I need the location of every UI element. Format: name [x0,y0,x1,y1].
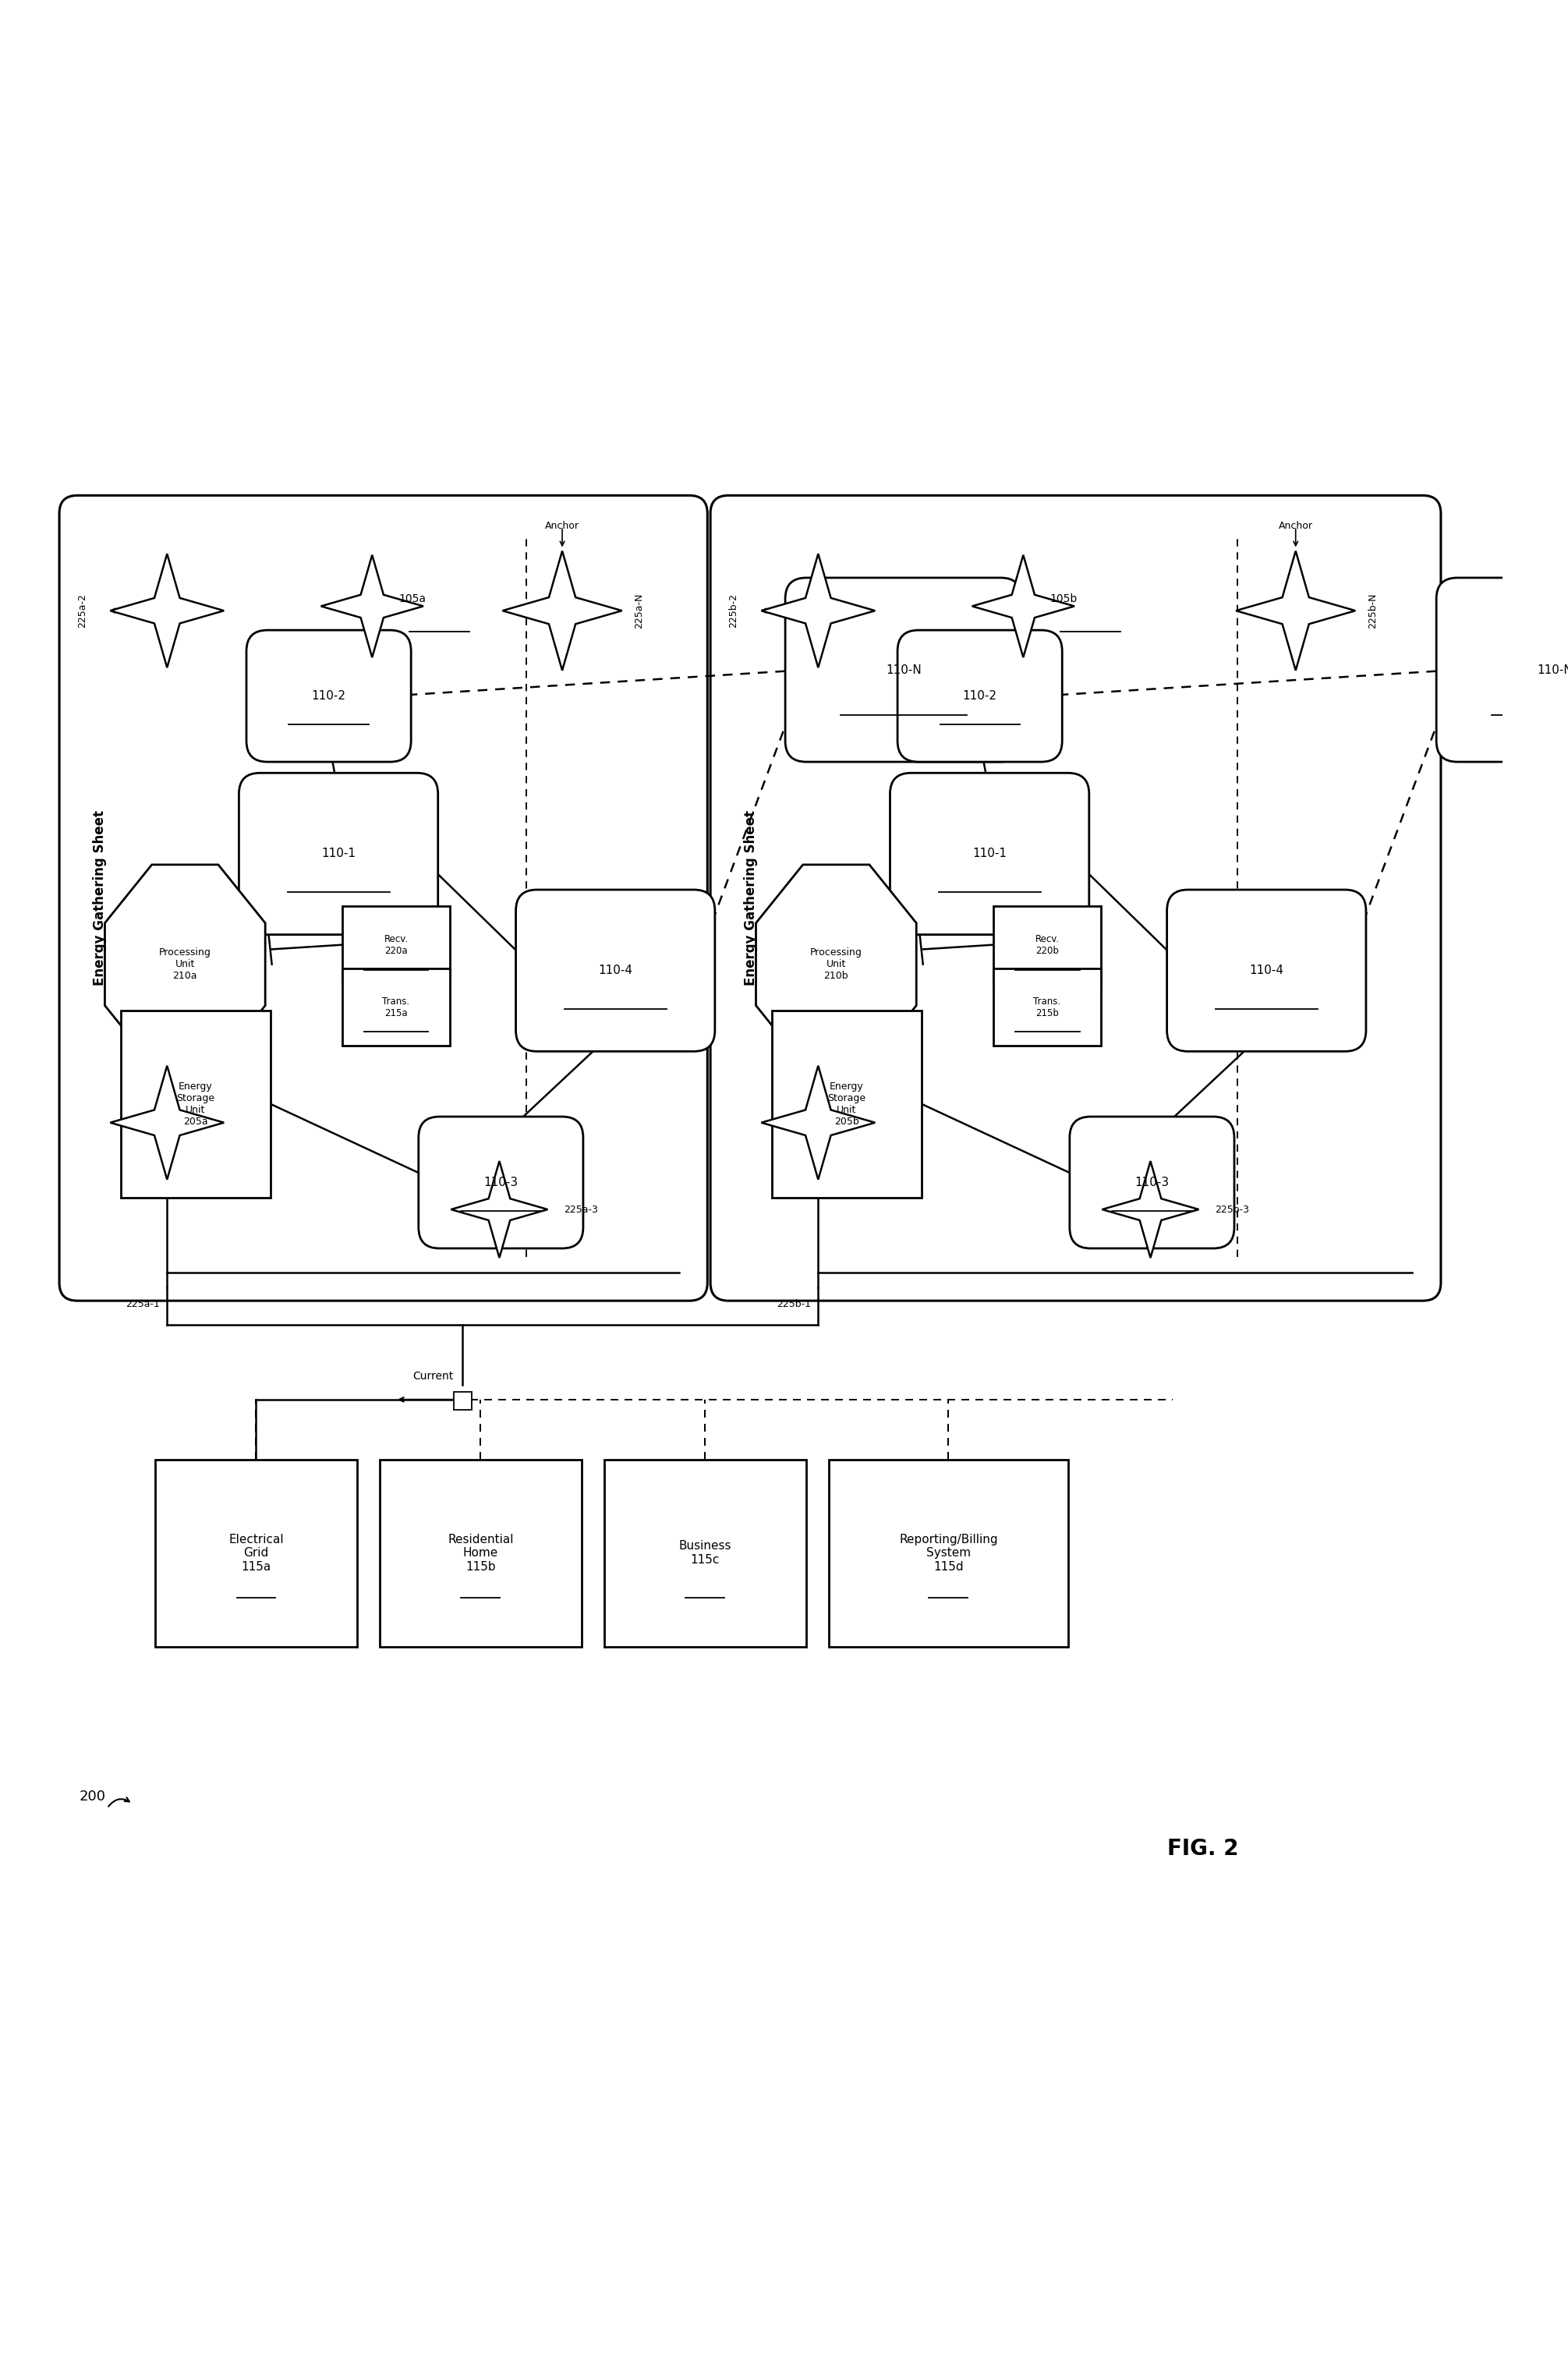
Text: Electrical
Grid
115a: Electrical Grid 115a [229,1533,284,1573]
Bar [342,906,450,984]
FancyBboxPatch shape [786,577,1022,762]
Polygon shape [110,553,224,667]
Text: Processing
Unit
210b: Processing Unit 210b [811,948,862,981]
Polygon shape [110,1067,224,1180]
Polygon shape [321,556,423,657]
Bar [342,967,450,1045]
FancyBboxPatch shape [1069,1116,1234,1249]
Text: 110-1: 110-1 [972,849,1007,858]
Text: Energy
Storage
Unit
205a: Energy Storage Unit 205a [176,1081,215,1126]
Polygon shape [452,1161,547,1258]
Bar [993,967,1101,1045]
Polygon shape [762,1067,875,1180]
Text: 105b: 105b [1051,594,1077,603]
Text: 110-4: 110-4 [1250,965,1284,977]
Text: Anchor: Anchor [546,520,580,532]
Text: Energy Gathering Sheet: Energy Gathering Sheet [93,811,107,986]
Text: 110-2: 110-2 [312,691,347,702]
Text: Reporting/Billing
System
115d: Reporting/Billing System 115d [898,1533,997,1573]
FancyBboxPatch shape [897,629,1062,762]
Text: 110-3: 110-3 [483,1178,517,1187]
Text: Recv.
220a: Recv. 220a [384,934,408,955]
Text: Trans.
215a: Trans. 215a [383,996,409,1017]
Polygon shape [502,551,622,669]
Text: 225a-N: 225a-N [633,594,644,629]
FancyBboxPatch shape [891,773,1090,934]
Bar [121,1010,270,1197]
Text: 110-1: 110-1 [321,849,356,858]
Bar [453,1393,472,1410]
Polygon shape [762,553,875,667]
FancyBboxPatch shape [1167,889,1366,1052]
Text: 200: 200 [78,1790,105,1802]
Text: 105a: 105a [400,594,426,603]
Text: Recv.
220b: Recv. 220b [1035,934,1060,955]
Polygon shape [972,556,1074,657]
Polygon shape [105,866,265,1064]
Text: 110-4: 110-4 [599,965,632,977]
Text: Residential
Home
115b: Residential Home 115b [448,1533,514,1573]
Polygon shape [756,866,916,1064]
Text: 225a-3: 225a-3 [564,1204,597,1216]
Bar [155,1459,358,1646]
Bar [828,1459,1068,1646]
FancyBboxPatch shape [238,773,437,934]
Polygon shape [1102,1161,1200,1258]
Text: 110-N: 110-N [886,665,922,676]
Text: Energy Gathering Sheet: Energy Gathering Sheet [743,811,757,986]
Text: 225a-1: 225a-1 [125,1298,160,1310]
Text: 110-2: 110-2 [963,691,997,702]
Text: Processing
Unit
210a: Processing Unit 210a [158,948,212,981]
Bar [993,906,1101,984]
Text: 225b-N: 225b-N [1367,594,1378,629]
FancyBboxPatch shape [60,494,707,1301]
Text: 225b-3: 225b-3 [1215,1204,1250,1216]
FancyBboxPatch shape [246,629,411,762]
Text: 110-3: 110-3 [1135,1178,1170,1187]
FancyBboxPatch shape [1436,577,1568,762]
Text: 225b-2: 225b-2 [729,594,739,627]
FancyBboxPatch shape [516,889,715,1052]
Text: Energy
Storage
Unit
205b: Energy Storage Unit 205b [828,1081,866,1126]
Text: 110-N: 110-N [1537,665,1568,676]
Text: Business
115c: Business 115c [679,1540,732,1566]
FancyBboxPatch shape [710,494,1441,1301]
Text: Anchor: Anchor [1278,520,1312,532]
Bar [771,1010,922,1197]
Text: Trans.
215b: Trans. 215b [1033,996,1062,1017]
Text: 225b-1: 225b-1 [776,1298,811,1310]
Polygon shape [1236,551,1355,669]
Text: FIG. 2: FIG. 2 [1167,1838,1239,1859]
FancyBboxPatch shape [419,1116,583,1249]
Text: 225a-2: 225a-2 [77,594,88,627]
Bar [604,1459,806,1646]
Bar [379,1459,582,1646]
Text: Current: Current [412,1372,453,1381]
